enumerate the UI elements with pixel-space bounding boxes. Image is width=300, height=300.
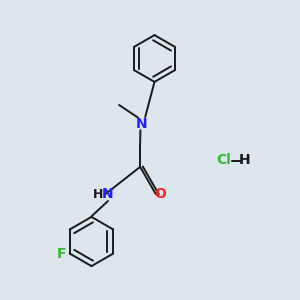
Text: N: N [136,117,147,130]
Text: F: F [57,247,67,261]
Text: Cl: Cl [216,154,231,167]
Text: H: H [239,154,250,167]
Text: H: H [93,188,103,201]
Text: O: O [154,188,166,201]
Text: N: N [102,188,114,201]
